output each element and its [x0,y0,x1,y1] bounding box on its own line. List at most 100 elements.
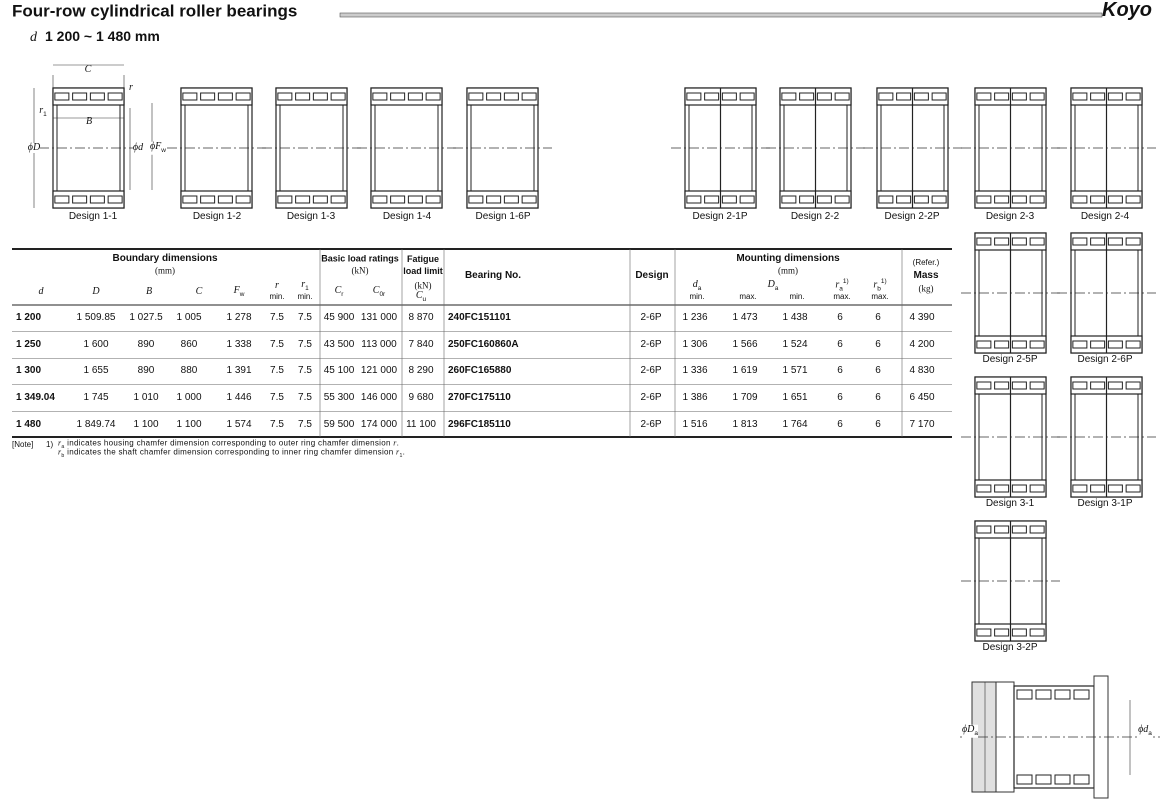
symbol: r [301,278,306,290]
ring-band [275,87,348,106]
dim-label: ϕD [27,143,41,153]
roller [1035,774,1052,785]
roller [1090,92,1106,101]
table-cell: 6 [875,339,881,350]
table-cell: 7.5 [298,365,312,376]
table-cell: 6 [875,392,881,403]
design-label: Design 2-3 [985,211,1035,222]
roller [1072,340,1088,349]
table-cell: 250FC160860A [448,339,519,350]
roller [721,195,737,204]
table-cell: 9 680 [408,392,434,403]
roller [107,92,123,101]
roller [407,92,423,101]
table-cell: 45 900 [323,312,355,323]
table-cell: 6 450 [909,392,935,403]
roller [1107,484,1123,493]
note-text: indicates housing chamfer dimension corr… [64,438,394,448]
roller [721,92,737,101]
table-cell: 1 236 [682,312,708,323]
symbol: ϕd [1138,723,1149,735]
table-cell: 6 [837,392,843,403]
column-symbol: C [196,287,203,297]
subscript: 1 [43,110,47,118]
roller [521,92,537,101]
roller [1090,237,1106,246]
table-cell: 1 619 [732,365,758,376]
table-cell: 2-6P [640,419,662,430]
roller [390,195,406,204]
group-title: Basic load ratings [321,253,399,264]
symbol: r [39,104,44,116]
roller [1090,195,1106,204]
roller [1029,195,1045,204]
table-cell: 1 745 [83,392,109,403]
roller [1073,689,1090,700]
table-cell: 1 391 [226,365,252,376]
table-cell: 6 [837,419,843,430]
roller [54,195,70,204]
table-cell: 8 290 [408,365,434,376]
table-cell: 1 509.85 [76,312,116,323]
table-cell: 1 764 [782,419,808,430]
design-label: Design 2-6P [1077,354,1133,365]
group-title: Boundary dimensions [112,253,218,264]
table-cell: 1 600 [83,339,109,350]
subscript: a [974,729,979,737]
column-limit: min. [689,292,705,301]
roller [994,195,1010,204]
symbol: C [195,286,203,297]
table-cell: 113 000 [361,339,397,350]
subscript: 1 [305,284,309,292]
table-cell: 7 170 [909,419,935,430]
roller [994,525,1010,534]
roller [1011,381,1027,390]
column-symbol: C0r [373,285,386,299]
design-label: Design 1-4 [382,211,432,222]
column-limit: max. [739,292,757,301]
column-header: (Refer.) [912,258,940,267]
roller [1090,484,1106,493]
table-cell: 2-6P [640,312,662,323]
note-text: . [402,447,406,457]
roller [1125,237,1141,246]
table-cell: 131 000 [360,312,398,323]
roller [913,195,929,204]
table-cell: 260FC165880 [448,365,512,376]
table-cell: 890 [137,339,155,350]
subscript: w [161,146,166,154]
roller [1072,195,1088,204]
roller [1090,340,1106,349]
note-label: [Note] [12,440,34,449]
roller [799,195,815,204]
group-unit: (mm) [155,265,175,276]
table-cell: 1 813 [732,419,758,430]
design-label: Design 3-1P [1077,498,1133,509]
dim-label: ϕd [132,143,144,153]
note-text: r [393,438,397,448]
table-cell: 1 250 [16,339,42,350]
design-label: Design 3-2P [982,642,1038,653]
dim-label: ϕda [1138,723,1152,738]
table-cell: 1 524 [782,339,808,350]
table-cell: 1 000 [176,392,202,403]
subscript: 0r [379,290,386,298]
table-cell: 59 500 [323,419,355,430]
ring-band [52,190,125,209]
table-cell: 6 [875,365,881,376]
roller [799,92,815,101]
column-limit: min. [297,292,313,301]
table-cell: 1 010 [133,392,159,403]
column-symbol: ra1) [835,278,848,293]
table-cell: 860 [180,339,198,350]
column-symbol: Cu [416,290,426,304]
table-cell: 7.5 [270,312,284,323]
roller [1029,340,1045,349]
table-cell: 1 516 [682,419,708,430]
table-cell: 7.5 [298,339,312,350]
roller [1054,689,1071,700]
table-cell: 1 574 [226,419,252,430]
note-text: r [58,438,62,448]
